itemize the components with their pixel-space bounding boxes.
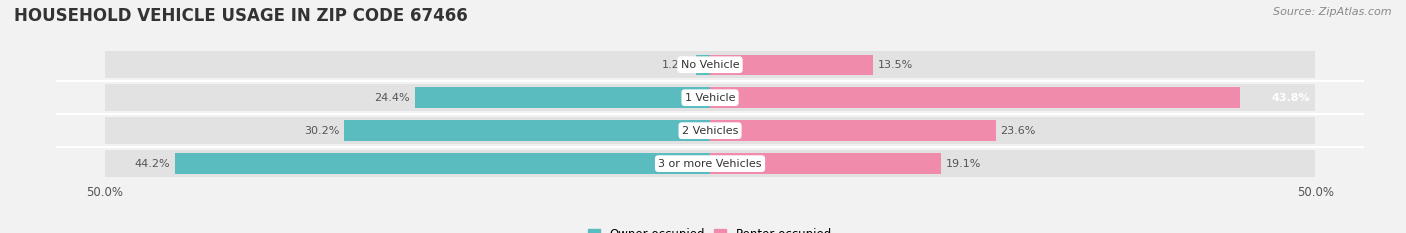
Text: 44.2%: 44.2% bbox=[135, 159, 170, 169]
Text: 19.1%: 19.1% bbox=[946, 159, 981, 169]
Bar bbox=[710, 150, 1316, 177]
Text: 24.4%: 24.4% bbox=[374, 93, 409, 103]
Bar bbox=[174, 153, 710, 174]
Legend: Owner-occupied, Renter-occupied: Owner-occupied, Renter-occupied bbox=[583, 224, 837, 233]
Bar bbox=[344, 120, 710, 141]
Bar bbox=[104, 117, 710, 144]
Bar bbox=[104, 84, 710, 111]
Bar bbox=[710, 117, 1316, 144]
Bar bbox=[710, 51, 1316, 78]
Text: 2 Vehicles: 2 Vehicles bbox=[682, 126, 738, 136]
Bar bbox=[710, 84, 1316, 111]
Text: 23.6%: 23.6% bbox=[1001, 126, 1036, 136]
Bar bbox=[104, 51, 710, 78]
Text: Source: ZipAtlas.com: Source: ZipAtlas.com bbox=[1274, 7, 1392, 17]
Text: 3 or more Vehicles: 3 or more Vehicles bbox=[658, 159, 762, 169]
Text: 1.2%: 1.2% bbox=[662, 60, 690, 70]
Bar bbox=[710, 55, 873, 75]
Bar bbox=[696, 55, 710, 75]
Text: 13.5%: 13.5% bbox=[879, 60, 914, 70]
Bar bbox=[710, 120, 995, 141]
Bar bbox=[710, 87, 1240, 108]
Bar bbox=[104, 150, 710, 177]
Text: 30.2%: 30.2% bbox=[304, 126, 340, 136]
Text: 43.8%: 43.8% bbox=[1272, 93, 1310, 103]
Text: No Vehicle: No Vehicle bbox=[681, 60, 740, 70]
Text: HOUSEHOLD VEHICLE USAGE IN ZIP CODE 67466: HOUSEHOLD VEHICLE USAGE IN ZIP CODE 6746… bbox=[14, 7, 468, 25]
Text: 1 Vehicle: 1 Vehicle bbox=[685, 93, 735, 103]
Bar bbox=[415, 87, 710, 108]
Bar bbox=[710, 153, 941, 174]
